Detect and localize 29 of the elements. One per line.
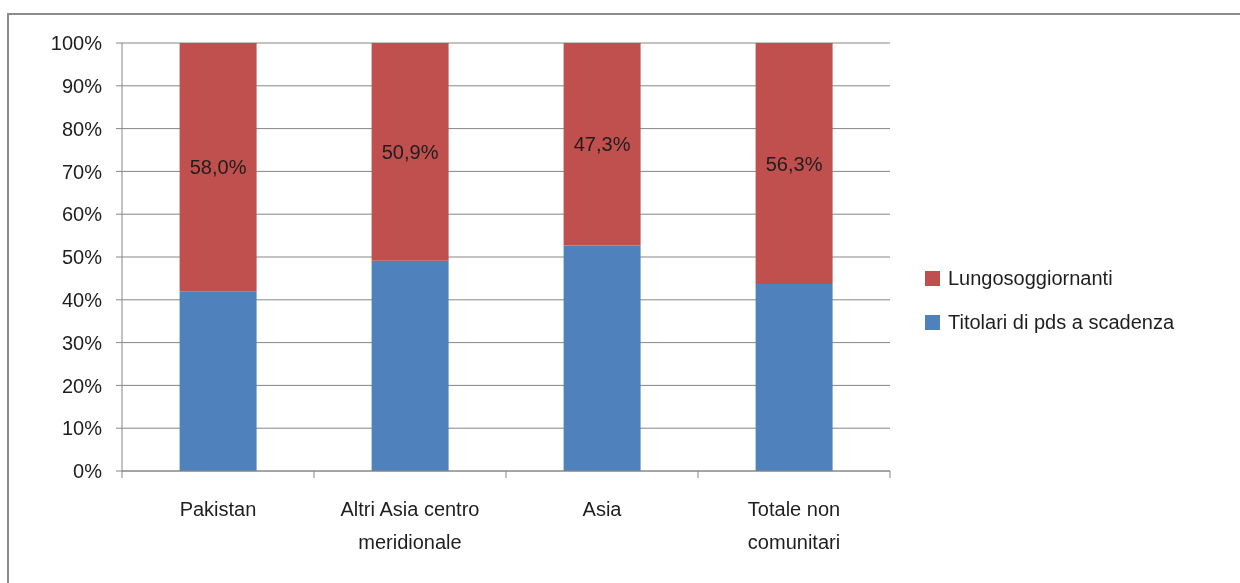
y-tick-label: 80%: [61, 117, 103, 140]
y-tick-label: 90%: [61, 74, 103, 97]
bar: [563, 43, 641, 246]
data-label: 56,3%: [765, 152, 823, 175]
bar: [179, 43, 257, 292]
bar: [371, 43, 449, 261]
y-tick-label: 30%: [61, 331, 103, 354]
x-tick-label: Pakistan: [179, 498, 257, 521]
y-tick-label: 0%: [73, 460, 103, 483]
data-label: 50,9%: [381, 141, 439, 164]
bar: [755, 43, 833, 284]
data-label: 47,3%: [573, 133, 631, 156]
x-tick-label: Altri Asia centro meridionale: [340, 498, 480, 554]
y-tick-label: 100%: [50, 32, 103, 55]
bar: [179, 291, 257, 471]
legend-label: Titolari di pds a scadenza: [948, 310, 1175, 334]
data-label: 58,0%: [189, 156, 247, 179]
y-tick-label: 10%: [61, 417, 103, 440]
y-tick-label: 60%: [61, 203, 103, 226]
y-tick-label: 70%: [61, 160, 103, 183]
x-tick-label: Asia: [582, 498, 623, 521]
x-tick-label: Totale non comunitari: [747, 498, 841, 554]
y-tick-label: 50%: [61, 246, 103, 269]
bar: [755, 283, 833, 471]
bar: [563, 245, 641, 471]
bar: [371, 260, 449, 471]
legend-label: Lungosoggiornanti: [948, 266, 1113, 290]
y-tick-label: 20%: [61, 374, 103, 397]
y-tick-label: 40%: [61, 288, 103, 311]
